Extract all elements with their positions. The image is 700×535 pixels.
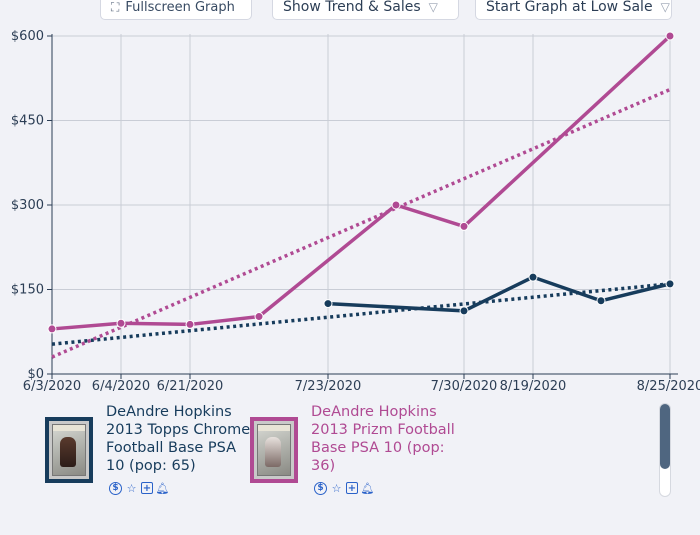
data-point-series-1	[459, 306, 469, 316]
x-tick-label: 6/21/2020	[157, 379, 224, 394]
star-icon[interactable]: ☆	[126, 482, 137, 495]
chevron-down-icon: ▽	[660, 0, 670, 14]
x-tick-label: 8/19/2020	[500, 379, 567, 394]
bell-icon[interactable]: 🔔︎	[155, 482, 170, 495]
data-point-series-1	[665, 279, 675, 289]
x-tick-label: 7/23/2020	[295, 379, 362, 394]
data-point-series-2	[254, 312, 264, 322]
y-tick-label: $300	[11, 198, 44, 213]
card-thumbnail[interactable]	[250, 417, 298, 483]
data-point-series-2	[665, 31, 675, 41]
series-line-1	[326, 275, 672, 313]
y-tick-label: $0	[27, 367, 44, 382]
data-point-series-2	[47, 324, 57, 334]
dollar-icon[interactable]: $	[314, 482, 327, 495]
data-point-series-2	[391, 200, 401, 210]
trend-line-series-2	[51, 87, 671, 359]
x-tick-label: 6/4/2020	[92, 379, 150, 394]
x-tick-labels: 6/3/2020 6/4/2020 6/21/2020 7/23/2020 7/30/2…	[23, 379, 700, 394]
chart-axes	[47, 34, 678, 379]
fullscreen-label: Fullscreen Graph	[125, 0, 235, 15]
chart-toolbar: ⛶ Fullscreen Graph Show Trend & Sales ▽ St…	[0, 0, 700, 22]
x-tick-label: 7/30/2020	[431, 379, 498, 394]
card-thumbnail[interactable]	[45, 417, 93, 483]
card-title[interactable]: DeAndre Hopkins 2013 Prizm Football Base…	[311, 404, 455, 474]
star-icon[interactable]: ☆	[331, 482, 342, 495]
y-tick-label: $450	[11, 114, 44, 129]
data-point-series-2	[116, 318, 126, 328]
chevron-down-icon: ▽	[428, 0, 438, 14]
dollar-icon[interactable]: $	[109, 482, 122, 495]
trend-sales-select[interactable]: Show Trend & Sales ▽	[272, 0, 459, 20]
data-point-series-2	[459, 221, 469, 231]
start-graph-label: Start Graph at Low Sale	[486, 0, 653, 15]
card-title[interactable]: DeAndre Hopkins 2013 Topps Chrome Footba…	[106, 404, 251, 474]
y-tick-label: $600	[11, 29, 44, 44]
fullscreen-icon: ⛶	[111, 0, 120, 14]
price-line-chart: $0 $150 $300 $450 $600 6/3/2020 6/4/2020 6/21/…	[11, 29, 700, 394]
x-tick-label: 6/3/2020	[23, 379, 81, 394]
plus-icon[interactable]: +	[141, 482, 153, 494]
start-graph-select[interactable]: Start Graph at Low Sale ▽	[475, 0, 672, 20]
plus-icon[interactable]: +	[346, 482, 358, 494]
card-actions: $ ☆ + 🔔︎	[109, 482, 169, 495]
y-tick-label: $150	[11, 283, 44, 298]
data-point-series-1	[323, 299, 333, 309]
series-lines	[50, 34, 672, 331]
data-point-series-1	[528, 272, 538, 282]
data-point-series-2	[185, 319, 195, 329]
x-tick-label: 8/25/2020	[637, 379, 700, 394]
legend-scrollbar-thumb[interactable]	[660, 404, 670, 469]
data-point-series-1	[596, 296, 606, 306]
trend-lines	[51, 87, 671, 359]
trend-sales-label: Show Trend & Sales	[283, 0, 421, 15]
card-actions: $ ☆ + 🔔︎	[314, 482, 374, 495]
fullscreen-graph-button[interactable]: ⛶ Fullscreen Graph	[100, 0, 252, 20]
series-points	[47, 31, 675, 334]
bell-icon[interactable]: 🔔︎	[360, 482, 375, 495]
y-tick-labels: $0 $150 $300 $450 $600	[11, 29, 44, 382]
series-line-2	[50, 34, 672, 331]
